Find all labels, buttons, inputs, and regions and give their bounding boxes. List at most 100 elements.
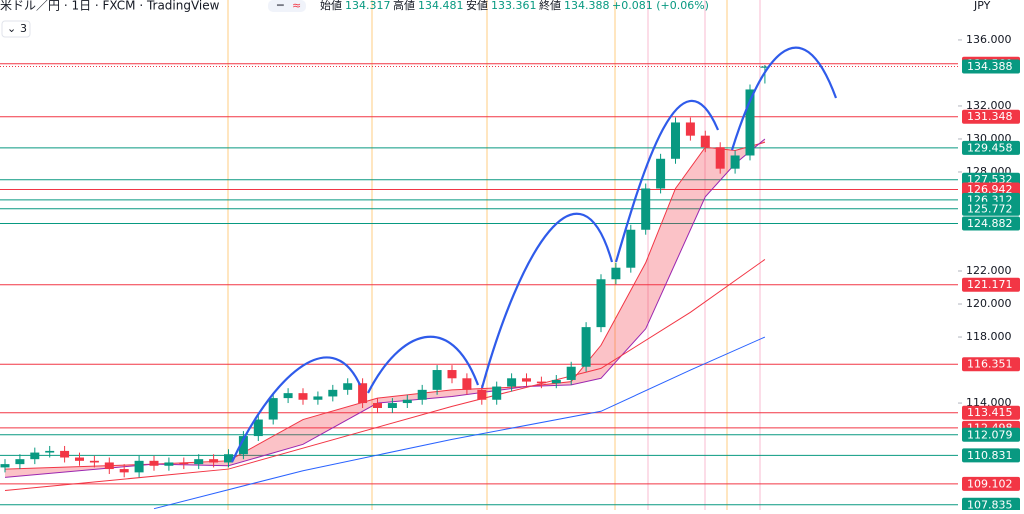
candles [0,65,770,478]
candle-body [358,383,368,404]
ohlc-value: 134.481 [418,0,464,12]
level-label: 116.351 [967,358,1013,371]
indicator-count: 3 [20,22,27,35]
candle-body [522,378,531,382]
candle-body [760,66,770,68]
candle-body [745,89,755,156]
level-label-box [962,201,1020,216]
candle-body [507,378,517,387]
level-label-box [962,427,1020,442]
y-tick-label: 136.000 [966,33,1012,46]
level-label-box [962,357,1020,372]
y-tick-label: 120.000 [966,297,1012,310]
level-label: 112.079 [967,428,1013,441]
candle-body [417,389,427,400]
chevron: ⌄ [7,22,16,35]
candle-body [656,158,666,189]
candle-body [283,393,293,399]
candle-body [149,460,159,466]
ohlc-label: 高値 [393,0,415,12]
last-price-label: 134.388 [967,60,1013,73]
ma-cloud [5,138,765,478]
toggle[interactable] [268,0,306,12]
candle-body [30,452,40,460]
candle-body [551,379,561,384]
level-labels: 134.560131.348129.458127.532126.942126.3… [962,56,1020,512]
header: 米ドル／円 · 1日 · FXCM · TradingView ━ ≈ 始値 13… [0,0,991,38]
indicator-toggle[interactable] [1,20,31,38]
level-label: 113.415 [967,406,1013,419]
level-label: 124.882 [967,217,1013,230]
y-tick-label: 132.000 [966,99,1012,112]
candle-body [328,389,338,397]
candle-body [45,450,55,453]
candle-body [268,398,278,420]
candle-body [15,459,25,465]
candle-body [224,454,233,463]
candle-body [730,155,740,169]
candle-body [671,122,680,159]
candle-body [89,460,99,463]
ohlc-label: 始値 [320,0,342,12]
candle-body [596,279,606,328]
levels [0,63,958,506]
candle-body [492,386,502,400]
candle-body [75,457,84,461]
level-label: 110.831 [967,449,1013,462]
change: +0.081 (+0.06%) [612,0,709,12]
icon: ━ [276,0,284,12]
ohlc-header: 始値 134.317 高値 134.481 安値 133.361 終値 134.388 +0.0… [320,0,709,12]
candle-body [715,147,725,169]
candle-body [566,366,576,380]
level-label-box [962,216,1020,231]
level-label-box [962,497,1020,512]
level-label: 129.458 [967,141,1013,154]
candle-body [134,460,144,473]
arcs [231,46,838,463]
level-label-box [962,277,1020,292]
y-tick-label: 122.000 [966,264,1012,277]
candle-body [685,122,695,136]
candle-body [626,229,636,268]
candle-body [373,403,382,408]
candle-body [238,436,248,455]
candle-body [194,459,204,465]
last-price-box [962,59,1020,74]
level-label: 125.772 [967,202,1013,215]
level-label: 131.348 [967,110,1013,123]
candle-body [298,393,308,400]
event-lines [227,0,761,510]
level-label: 107.835 [967,498,1013,510]
level-label: 121.171 [967,278,1013,291]
candle-body [611,267,621,280]
candle-body [0,464,10,468]
candle-body [104,462,114,470]
candle-body [641,188,651,230]
candle-body [447,370,457,379]
level-label-box [962,448,1020,463]
icon: ≈ [292,0,301,12]
ohlc-value: 134.317 [345,0,391,12]
ma-line [4,138,766,478]
candle-body [477,389,487,400]
candle-body [536,381,546,384]
level-label-box [962,405,1020,420]
ohlc-label: 終値 [539,0,561,12]
candle-body [60,450,70,458]
level-label-box [962,476,1020,491]
candle-body [700,135,710,148]
candle-body [343,383,353,390]
level-label-box [962,109,1020,124]
candle-body [402,399,412,404]
candle-body [179,462,189,465]
level-label-box [962,140,1020,155]
moving-averages [4,138,766,510]
candle-body [253,419,263,437]
ma-line [4,259,766,492]
currency: JPY [973,0,991,12]
candle-body [581,327,591,367]
candle-body [387,403,397,408]
ohlc-value: 133.361 [491,0,537,12]
